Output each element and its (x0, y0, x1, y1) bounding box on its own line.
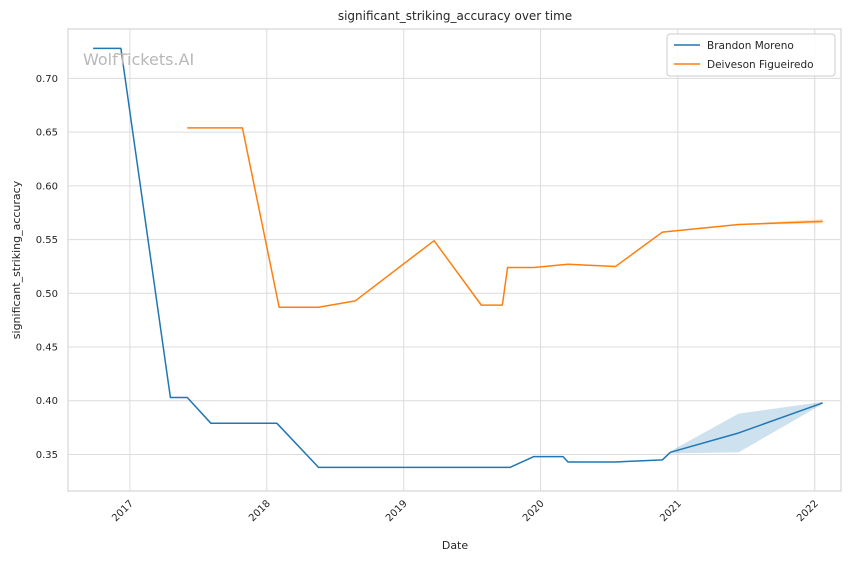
x-tick-label: 2021 (658, 498, 684, 524)
y-tick-label: 0.45 (36, 343, 58, 354)
legend-label-deiveson-figueiredo: Deiveson Figueiredo (707, 59, 814, 71)
legend-box (666, 33, 836, 77)
x-tick-label: 2017 (110, 498, 136, 524)
x-axis-label: Date (442, 539, 469, 552)
y-tick-label: 0.35 (36, 450, 58, 461)
y-tick-label: 0.60 (36, 181, 58, 192)
x-tick-label: 2020 (521, 498, 547, 524)
x-tick-label: 2019 (384, 498, 410, 524)
series-lines (93, 47, 823, 469)
y-tick-label: 0.70 (36, 74, 58, 85)
y-tick-labels: 0.35 0.40 0.45 0.50 0.55 0.60 0.65 0.70 (36, 74, 58, 461)
legend: Brandon Moreno Deiveson Figueiredo (666, 33, 836, 77)
series-line-brandon-moreno (93, 47, 823, 469)
y-axis-label: significant_striking_accuracy (10, 180, 23, 339)
watermark: WolfTickets.AI (83, 50, 194, 69)
series-line-deiveson-figueiredo (187, 127, 823, 309)
plot-area (67, 28, 842, 492)
x-tick-labels: 2017 2018 2019 2020 2021 2022 (110, 498, 821, 524)
x-tick-label: 2018 (247, 498, 273, 524)
y-tick-label: 0.65 (36, 128, 58, 139)
y-tick-label: 0.40 (36, 396, 58, 407)
x-tick-label: 2022 (795, 498, 821, 524)
gridlines (68, 29, 841, 491)
y-tick-label: 0.50 (36, 289, 58, 300)
legend-label-brandon-moreno: Brandon Moreno (707, 40, 794, 52)
y-tick-label: 0.55 (36, 235, 58, 246)
chart-title: significant_striking_accuracy over time (338, 9, 572, 23)
